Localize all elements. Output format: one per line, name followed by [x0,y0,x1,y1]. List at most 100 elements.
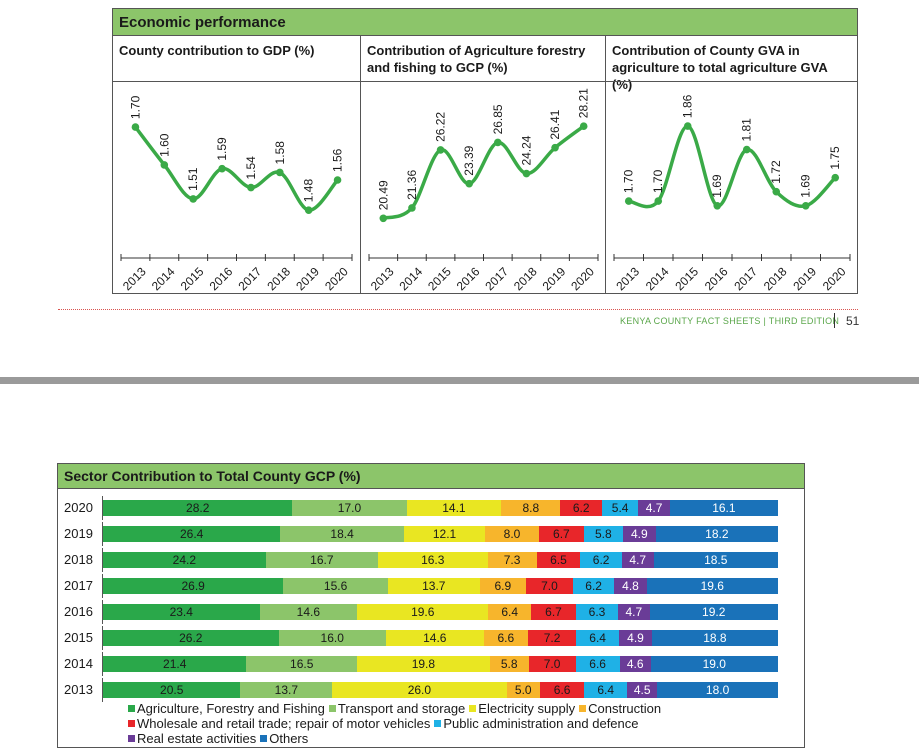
bar-segment-agri: 26.2 [103,630,279,646]
data-point [772,187,781,196]
bar-segment-public: 6.3 [575,604,619,620]
bar-segment-construction: 8.8 [501,500,561,516]
data-label: 20.49 [376,180,390,210]
x-tick-label: 2017 [235,264,264,293]
column-title-divider [361,81,605,82]
agriculture-gcp-title: Contribution of Agriculture forestry and… [367,42,603,76]
x-tick-label: 2014 [643,264,672,293]
bar-segment-construction: 6.6 [483,630,528,646]
bar-segment-agri: 24.2 [103,552,266,568]
bar-segment-real-estate: 4.9 [622,526,656,542]
x-tick-label: 2019 [540,264,569,293]
legend-swatch [128,720,135,728]
bar-segment-construction: 5.8 [489,656,529,672]
x-tick-label: 2013 [368,264,397,293]
data-point [131,123,140,131]
legend-label: Wholesale and retail trade; repair of mo… [137,716,431,731]
bar-segment-transport: 13.7 [240,682,333,698]
bar-segment-construction: 8.0 [485,526,539,542]
bar-year-label: 2015 [64,630,93,645]
bar-segment-electricity: 19.6 [357,604,489,620]
agriculture-gva-title-line2: agriculture to total agriculture GVA (%) [612,60,828,92]
bar-segment-others: 18.0 [657,682,778,698]
bar-segment-agri: 23.4 [103,604,260,620]
data-label: 28.21 [577,88,591,118]
gdp-contribution-title: County contribution to GDP (%) [119,42,355,59]
bar-segment-wholesale: 6.7 [531,604,576,620]
x-tick-label: 2017 [482,264,511,293]
legend-item: Electricity supply [469,701,575,716]
agriculture-gcp-column: Contribution of Agriculture forestry and… [360,36,605,293]
data-label: 26.22 [434,112,448,142]
data-label: 1.60 [157,133,171,157]
bar-axis-segment [102,600,103,624]
data-point [522,169,531,178]
bar-axis-segment [102,678,103,702]
bar-year-label: 2020 [64,500,93,515]
sector-contribution-panel: Sector Contribution to Total County GCP … [57,463,805,748]
x-tick-label: 2016 [207,264,236,293]
bar-row: 2017 26.9 15.6 13.7 6.9 7.0 6.2 4.8 19.6 [58,574,804,598]
legend-item: Agriculture, Forestry and Fishing [128,701,325,716]
footer-separator [834,313,835,328]
x-tick-label: 2020 [322,264,351,293]
bar-segment-public: 6.2 [572,578,615,594]
bar-segment-real-estate: 4.7 [638,500,670,516]
bar-segment-transport: 14.6 [259,604,358,620]
bar-segment-others: 19.6 [646,578,778,594]
bar-track: 24.2 16.7 16.3 7.3 6.5 6.2 4.7 18.5 [103,552,778,568]
agriculture-gva-title: Contribution of County GVA in agricultur… [612,42,848,93]
bar-year-label: 2014 [64,656,93,671]
x-tick-label: 2013 [120,264,149,293]
bar-segment-real-estate: 4.6 [619,656,651,672]
bar-segment-transport: 16.5 [246,656,358,672]
data-label: 1.58 [273,141,287,165]
data-label: 1.81 [740,118,754,142]
bar-segment-electricity: 13.7 [387,578,480,594]
gdp-contribution-line-chart: 1.70 2013 1.60 2014 1.51 2015 1.59 2016 1.54 2017… [120,95,353,293]
bar-segment-transport: 16.7 [265,552,378,568]
data-point [333,176,342,184]
bar-segment-wholesale: 6.5 [536,552,581,568]
bar-segment-real-estate: 4.8 [614,578,647,594]
legend-label: Public administration and defence [443,716,639,731]
data-point [831,173,840,182]
bar-segment-wholesale: 7.0 [528,656,576,672]
x-tick-label: 2015 [672,264,701,293]
bar-segment-agri: 26.9 [103,578,284,594]
bar-segment-construction: 7.3 [487,552,537,568]
x-tick-label: 2018 [511,264,540,293]
bar-year-label: 2013 [64,682,93,697]
bar-segment-others: 18.5 [653,552,778,568]
bar-row: 2013 20.5 13.7 26.0 5.0 6.6 6.4 4.5 18.0 [58,678,804,702]
legend-item: Others [260,731,308,746]
legend-item: Public administration and defence [434,716,639,731]
data-point [379,214,388,223]
x-tick-label: 2020 [820,264,849,293]
x-tick-label: 2019 [790,264,819,293]
agriculture-gva-line-chart: 1.70 2013 1.70 2014 1.86 2015 1.69 2016 1.81 2017… [613,94,851,293]
agriculture-gva-column: Contribution of County GVA in agricultur… [605,36,857,293]
legend-line: Agriculture, Forestry and Fishing Transpo… [128,701,768,716]
bar-segment-wholesale: 6.7 [538,526,584,542]
data-label: 1.86 [681,94,695,118]
bar-track: 28.2 17.0 14.1 8.8 6.2 5.4 4.7 16.1 [103,500,778,516]
data-label: 1.69 [710,174,724,198]
bar-segment-construction: 5.0 [506,682,540,698]
x-tick-label: 2018 [264,264,293,293]
data-point [683,122,692,130]
bar-segment-construction: 6.4 [488,604,532,620]
legend-label: Agriculture, Forestry and Fishing [137,701,325,716]
data-label: 1.72 [769,160,783,184]
bar-track: 21.4 16.5 19.8 5.8 7.0 6.6 4.6 19.0 [103,656,778,672]
legend-swatch [128,735,135,743]
bar-year-label: 2017 [64,578,93,593]
bar-segment-agri: 21.4 [103,656,247,672]
x-tick-label: 2014 [396,264,425,293]
x-tick-label: 2015 [425,264,454,293]
data-label: 23.39 [462,145,476,175]
bar-segment-real-estate: 4.7 [621,552,654,568]
footer-publication: KENYA COUNTY FACT SHEETS | THIRD EDITION [620,316,840,326]
bar-segment-real-estate: 4.7 [618,604,650,620]
legend-item: Wholesale and retail trade; repair of mo… [128,716,430,731]
